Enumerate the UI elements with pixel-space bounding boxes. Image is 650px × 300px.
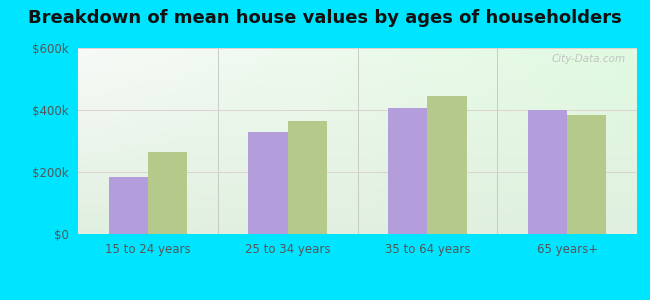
- Bar: [428, 96, 467, 234]
- Bar: [287, 121, 327, 234]
- Bar: [528, 110, 567, 234]
- Bar: [388, 108, 428, 234]
- Bar: [248, 132, 287, 234]
- Text: Breakdown of mean house values by ages of householders: Breakdown of mean house values by ages o…: [28, 9, 622, 27]
- Bar: [567, 115, 606, 234]
- Bar: [148, 152, 187, 234]
- Bar: [109, 177, 148, 234]
- Text: City-Data.com: City-Data.com: [552, 54, 626, 64]
